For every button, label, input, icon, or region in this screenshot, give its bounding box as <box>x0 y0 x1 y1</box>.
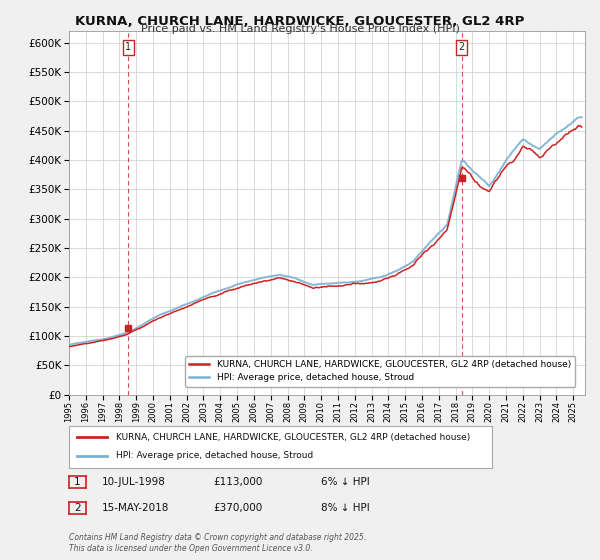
Text: 1: 1 <box>125 42 131 52</box>
Text: Price paid vs. HM Land Registry's House Price Index (HPI): Price paid vs. HM Land Registry's House … <box>140 24 460 34</box>
Text: KURNA, CHURCH LANE, HARDWICKE, GLOUCESTER, GL2 4RP (detached house): KURNA, CHURCH LANE, HARDWICKE, GLOUCESTE… <box>116 433 470 442</box>
Text: 15-MAY-2018: 15-MAY-2018 <box>102 503 169 513</box>
Text: £113,000: £113,000 <box>213 477 262 487</box>
Text: 8% ↓ HPI: 8% ↓ HPI <box>321 503 370 513</box>
Text: HPI: Average price, detached house, Stroud: HPI: Average price, detached house, Stro… <box>116 451 313 460</box>
Text: KURNA, CHURCH LANE, HARDWICKE, GLOUCESTER, GL2 4RP: KURNA, CHURCH LANE, HARDWICKE, GLOUCESTE… <box>76 15 524 27</box>
Text: 1: 1 <box>74 477 81 487</box>
Text: 10-JUL-1998: 10-JUL-1998 <box>102 477 166 487</box>
Text: 2: 2 <box>74 503 81 513</box>
Text: 6% ↓ HPI: 6% ↓ HPI <box>321 477 370 487</box>
Text: 2: 2 <box>458 42 465 52</box>
Text: £370,000: £370,000 <box>213 503 262 513</box>
Text: Contains HM Land Registry data © Crown copyright and database right 2025.
This d: Contains HM Land Registry data © Crown c… <box>69 533 366 553</box>
Legend: KURNA, CHURCH LANE, HARDWICKE, GLOUCESTER, GL2 4RP (detached house), HPI: Averag: KURNA, CHURCH LANE, HARDWICKE, GLOUCESTE… <box>185 356 575 386</box>
